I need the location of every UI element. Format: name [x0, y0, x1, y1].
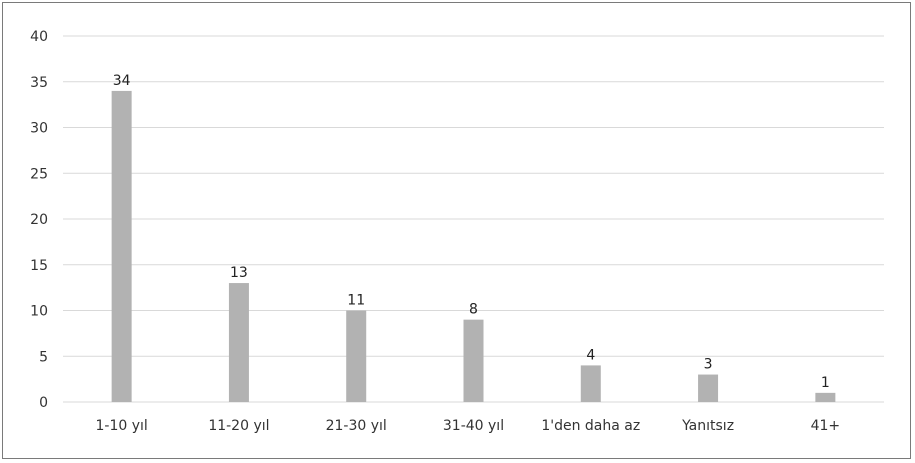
y-tick-label: 35 [30, 75, 48, 91]
y-tick-label: 30 [30, 121, 48, 137]
bar-4 [463, 319, 484, 402]
y-tick-label: 10 [30, 304, 48, 320]
bar-3 [346, 310, 367, 402]
data-label-3: 11 [347, 293, 365, 309]
bar-7 [815, 392, 836, 402]
x-tick-label-7: 41+ [811, 418, 841, 434]
y-axis-ticks: 0 5 10 15 20 25 30 35 40 [30, 29, 48, 411]
y-tick-label: 20 [30, 212, 48, 228]
x-tick-label-3: 21-30 yıl [326, 418, 387, 434]
y-tick-label: 40 [30, 29, 48, 45]
data-label-7: 1 [821, 375, 830, 391]
y-tick-label: 25 [30, 166, 48, 182]
bar-6 [698, 374, 719, 402]
x-tick-label-5: 1'den daha az [541, 418, 640, 434]
data-label-6: 3 [704, 357, 713, 373]
x-tick-label-2: 11-20 yıl [208, 418, 269, 434]
y-tick-label: 0 [39, 395, 48, 411]
x-tick-label-4: 31-40 yıl [443, 418, 504, 434]
data-label-1: 34 [113, 73, 131, 89]
bar-1 [111, 90, 132, 403]
bar-2 [228, 283, 249, 402]
data-label-4: 8 [469, 302, 478, 318]
grid-lines [63, 35, 884, 403]
data-label-5: 4 [586, 347, 595, 363]
bars [111, 90, 836, 403]
x-axis-ticks: 1-10 yıl 11-20 yıl 21-30 yıl 31-40 yıl 1'den… [95, 418, 840, 434]
bar-5 [580, 365, 601, 402]
y-tick-label: 5 [39, 349, 48, 365]
x-tick-label-6: Yanıtsız [681, 418, 734, 434]
data-label-2: 13 [230, 265, 248, 281]
x-tick-label-1: 1-10 yıl [95, 418, 147, 434]
y-tick-label: 15 [30, 258, 48, 274]
data-labels: 34 13 11 8 4 3 1 [113, 73, 830, 391]
